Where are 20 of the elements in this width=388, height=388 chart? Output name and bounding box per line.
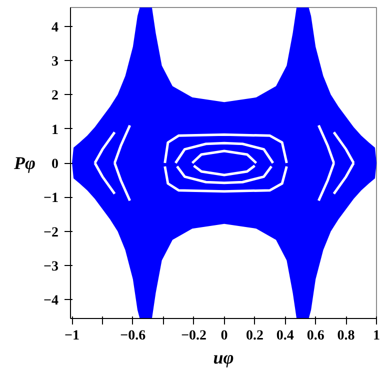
y-tick-label: 2 <box>52 88 58 104</box>
x-axis-title: uφ <box>213 348 234 368</box>
y-tick-label: 1 <box>52 122 58 138</box>
x-tick-label: −0.6 <box>120 328 146 344</box>
y-tick-label: −2 <box>44 225 59 240</box>
y-tick-label: −3 <box>44 260 59 275</box>
x-tick-label: 0.8 <box>337 328 355 344</box>
y-tick-label: −1 <box>44 191 59 206</box>
y-tick-label: 4 <box>52 20 58 36</box>
y-tick-label: −4 <box>44 294 59 309</box>
x-tick-label: −1 <box>64 328 80 344</box>
x-tick-label: −0.2 <box>181 328 207 344</box>
y-tick-label: 3 <box>52 54 58 70</box>
x-tick-label: 1 <box>373 328 380 344</box>
y-tick-label: 0 <box>52 157 58 172</box>
x-tick-label: 0.2 <box>246 328 264 344</box>
x-tick-label: 0.6 <box>306 328 324 344</box>
y-axis-title: Pφ <box>13 153 36 173</box>
x-tick-label: 0 <box>220 328 228 344</box>
x-tick-label: 0.4 <box>276 328 294 344</box>
